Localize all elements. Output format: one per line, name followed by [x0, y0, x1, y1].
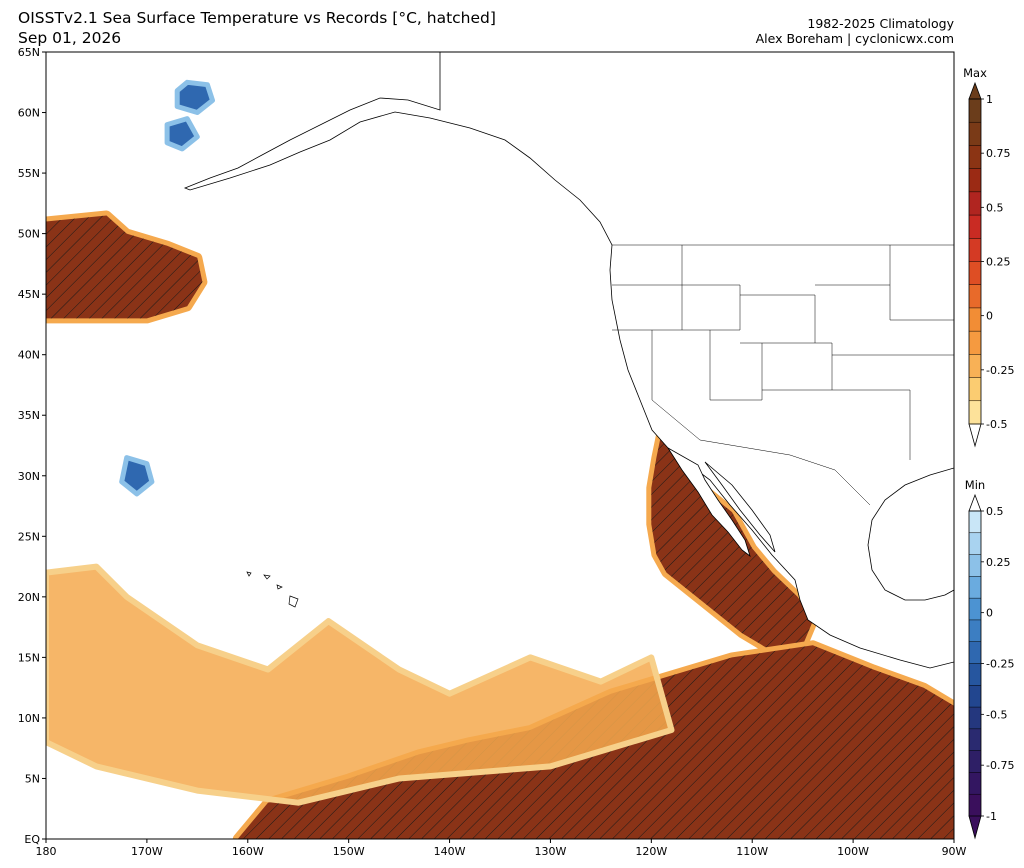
cold-region	[164, 116, 200, 152]
colorbar-tick-label: 0	[986, 310, 993, 323]
colorbar-tick-label: 0	[986, 607, 993, 620]
colorbar-tick-label: 1	[986, 93, 993, 106]
map-frame	[45, 51, 955, 840]
lat-tick-label: 5N	[25, 772, 40, 785]
colorbar-tick-label: -0.75	[986, 759, 1014, 772]
lon-tick-label: 90W	[942, 845, 967, 858]
anomaly-regions	[46, 79, 954, 839]
gulf-of-california	[704, 461, 776, 553]
lat-tick-label: 30N	[18, 470, 40, 483]
lon-tick-label: 100W	[837, 845, 869, 858]
colorbar-arrow-top	[968, 81, 982, 100]
colorbar-swatch	[969, 400, 981, 425]
record-hatching	[651, 433, 813, 652]
colorbar-tick-label: 0.75	[986, 147, 1011, 160]
colorbar-swatch	[969, 145, 981, 170]
cold-region	[119, 455, 155, 497]
colorbar-tick-label: -0.25	[986, 364, 1014, 377]
lon-tick-label: 160W	[232, 845, 264, 858]
colorbar-swatch	[969, 331, 981, 355]
lon-tick-label: 120W	[635, 845, 667, 858]
state-borders	[612, 244, 954, 506]
colorbar-arrow-top	[968, 493, 982, 512]
lon-tick-label: 110W	[736, 845, 768, 858]
map-axes: 65N 60N 55N 50N 45N 40N 35N 30N 25N 20N 15N 10N 5N EQ…	[18, 46, 967, 858]
lat-tick-label: EQ	[24, 833, 40, 846]
lon-tick-label: 170W	[131, 845, 163, 858]
land-outlines	[183, 52, 954, 669]
colorbar-swatch	[969, 511, 981, 534]
colorbar-swatch	[969, 707, 981, 730]
lat-tick-label: 10N	[18, 712, 40, 725]
warm-region-above	[46, 563, 675, 806]
colorbar-tick-label: -0.5	[986, 708, 1007, 721]
lon-tick-label: 130W	[535, 845, 567, 858]
colorbar-swatch	[969, 261, 981, 286]
colorbar-tick-label: 0.25	[986, 256, 1011, 269]
credit-label: Alex Boreham | cyclonicwx.com	[755, 31, 954, 46]
colorbar-swatch	[969, 215, 981, 239]
colorbar-swatch	[969, 750, 981, 773]
colorbar-swatch	[969, 728, 981, 752]
lat-tick-label: 45N	[18, 288, 40, 301]
colorbar-arrow-bottom	[968, 815, 982, 840]
colorbar-swatch	[969, 576, 981, 599]
map-date: Sep 01, 2026	[18, 29, 122, 47]
colorbar-swatch	[969, 377, 981, 402]
lat-tick-label: 40N	[18, 349, 40, 362]
colorbar-swatch	[969, 794, 981, 817]
lat-tick-label: 35N	[18, 409, 40, 422]
map-title: OISSTv2.1 Sea Surface Temperature vs Rec…	[18, 9, 496, 27]
colorbar-swatch	[969, 619, 981, 643]
colorbar-swatch	[969, 772, 981, 795]
lat-tick-label: 25N	[18, 530, 40, 543]
colorbar-swatch	[969, 191, 981, 216]
islands	[246, 571, 299, 608]
colorbar-tick-label: -0.25	[986, 658, 1014, 671]
colorbar-max: Max 1 0.75 0.5 0.25 0 -0.25 -0.5	[963, 66, 1014, 448]
colorbar-swatch	[969, 685, 981, 708]
lat-tick-label: 15N	[18, 651, 40, 664]
colorbar-tick-label: -0.5	[986, 418, 1007, 431]
climatology-label: 1982-2025 Climatology	[807, 16, 954, 31]
colorbar-tick-label: 0.5	[986, 505, 1004, 518]
colorbar-swatch	[969, 99, 981, 123]
colorbar-swatch	[969, 284, 981, 309]
colorbar-swatch	[969, 168, 981, 193]
lat-tick-label: 20N	[18, 591, 40, 604]
colorbar-tick-label: -1	[986, 810, 997, 823]
credit-block: 1982-2025 Climatology Alex Boreham | cyc…	[756, 16, 954, 46]
colorbar-swatch	[969, 641, 981, 664]
colorbar-swatch	[969, 532, 981, 556]
colorbar-swatch	[969, 598, 981, 621]
lon-tick-label: 180	[36, 845, 57, 858]
colorbar-swatch	[969, 238, 981, 262]
colorbar-swatch	[969, 354, 981, 379]
lat-tick-label: 55N	[18, 167, 40, 180]
colorbar-tick-label: 0.5	[986, 201, 1004, 214]
north-america-coast	[183, 52, 954, 669]
cold-region	[174, 79, 215, 115]
lat-tick-label: 60N	[18, 107, 40, 120]
colorbar-tick-label: 0.25	[986, 556, 1011, 569]
colorbar-title: Min	[965, 478, 985, 492]
lat-tick-label: 65N	[18, 46, 40, 59]
lon-tick-label: 150W	[333, 845, 365, 858]
colorbar-swatch	[969, 307, 981, 332]
colorbar-swatch	[969, 122, 981, 146]
colorbar-arrow-bottom	[968, 423, 982, 448]
lon-tick-label: 140W	[434, 845, 466, 858]
record-hatching	[46, 215, 203, 319]
colorbar-title: Max	[963, 66, 987, 80]
gulf-of-mexico	[867, 467, 954, 601]
baja-peninsula	[667, 447, 751, 558]
colorbar-swatch	[969, 554, 981, 577]
map-title-block: OISSTv2.1 Sea Surface Temperature vs Rec…	[18, 8, 496, 48]
colorbar-swatch	[969, 663, 981, 686]
lat-tick-label: 50N	[18, 228, 40, 241]
